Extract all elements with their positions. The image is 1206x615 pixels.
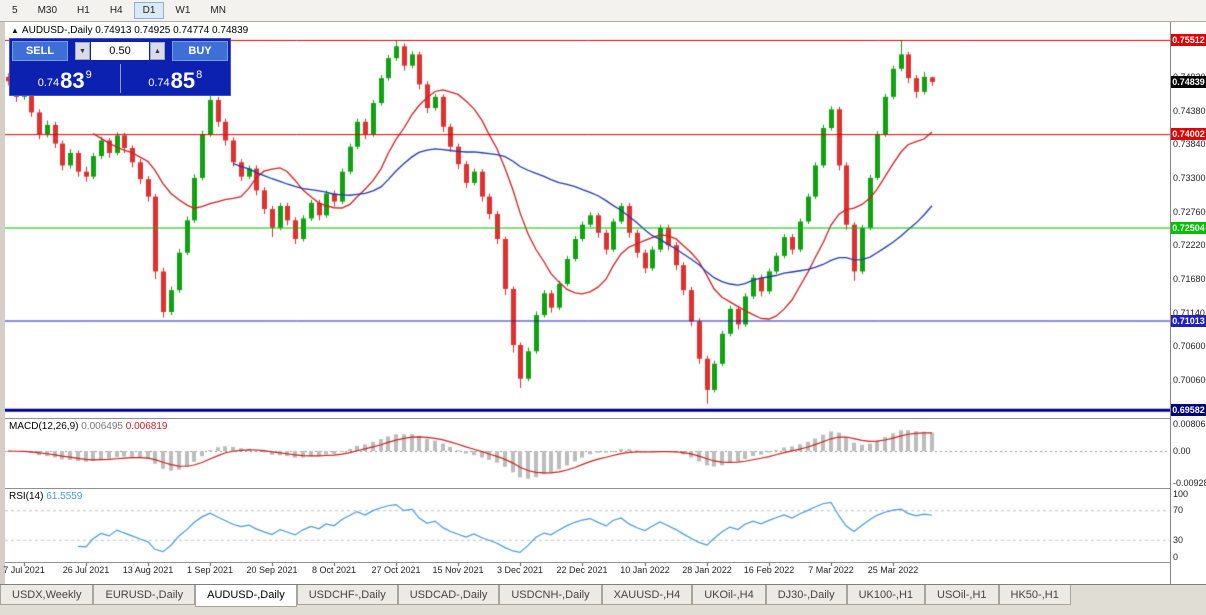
- date-axis-label: 25 Mar 2022: [867, 565, 919, 575]
- buy-price-pips: 85: [170, 68, 196, 93]
- chart-header: ▲ AUDUSD-,Daily 0.74913 0.74925 0.74774 0…: [11, 25, 248, 36]
- timeline-separator: [5, 562, 1206, 563]
- timeframe-button-M30[interactable]: M30: [29, 2, 66, 19]
- timeframe-button-W1[interactable]: W1: [166, 2, 199, 19]
- timeframe-button-D1[interactable]: D1: [133, 2, 165, 19]
- level-price-tag: 0.75512: [1171, 33, 1206, 46]
- rsi-axis-label: 100: [1173, 489, 1189, 499]
- chart-ohlc-values: 0.74913 0.74925 0.74774 0.74839: [95, 25, 249, 36]
- level-price-tag: 0.69582: [1171, 403, 1206, 416]
- price-axis-label: 0.73300: [1173, 172, 1206, 183]
- date-axis-label: 27 Oct 2021: [371, 565, 421, 575]
- chart-symbol-label: AUDUSD-,Daily: [21, 25, 93, 36]
- chart-tab-usdchf-daily[interactable]: USDCHF-,Daily: [296, 585, 398, 605]
- rsi-axis-label: 70: [1173, 505, 1184, 516]
- chart-area: ▲ AUDUSD-,Daily 0.74913 0.74925 0.74774 0…: [3, 22, 1206, 584]
- timeframe-button-H1[interactable]: H1: [68, 2, 99, 19]
- volume-decrease-button[interactable]: ▼: [75, 42, 90, 60]
- price-axis-label: 0.71680: [1173, 273, 1206, 284]
- timeframe-button-5[interactable]: 5: [3, 2, 27, 19]
- price-axis-label: 0.72220: [1173, 240, 1206, 251]
- chart-tab-bar: USDX,Weekly EURUSD-,Daily AUDUSD-,Daily USD…: [0, 584, 1206, 615]
- price-axis-label: 0.70060: [1173, 374, 1206, 385]
- macd-axis-label: -0.00928: [1173, 478, 1206, 488]
- sell-button[interactable]: SELL: [12, 41, 68, 61]
- sell-price-display[interactable]: 0.74 83 9: [10, 62, 120, 95]
- date-axis-label: 15 Nov 2021: [432, 565, 484, 575]
- price-axis[interactable]: 0.749200.743800.738400.733000.727600.722…: [1170, 22, 1206, 584]
- macd-axis-label: 0.00806: [1173, 419, 1206, 429]
- timeframe-toolbar: 5 M30 H1 H4 D1 W1 MN: [0, 0, 1206, 22]
- chart-tab-dj30-daily[interactable]: DJ30-,Daily: [765, 585, 847, 605]
- price-chart-canvas[interactable]: [5, 22, 1170, 584]
- date-axis-label: 8 Oct 2021: [311, 565, 357, 575]
- chart-tab-usdcnh-daily[interactable]: USDCNH-,Daily: [499, 585, 602, 605]
- date-axis-label: 16 Feb 2022: [743, 565, 795, 575]
- sell-price-point: 9: [85, 69, 92, 81]
- chart-tab-xauusd-h4[interactable]: XAUUSD-,H4: [601, 585, 693, 605]
- chart-tab-usdx-weekly[interactable]: USDX,Weekly: [0, 585, 94, 605]
- price-divider: [119, 64, 121, 93]
- collapse-one-click-icon[interactable]: ▲: [11, 26, 19, 35]
- buy-price-point: 8: [196, 69, 203, 81]
- price-axis-label: 0.72760: [1173, 206, 1206, 217]
- rsi-indicator-label: RSI(14) 61.5559: [9, 491, 83, 502]
- date-axis-label: 22 Dec 2021: [556, 565, 608, 575]
- volume-increase-button[interactable]: ▲: [150, 42, 165, 60]
- chart-tab-audusd-daily[interactable]: AUDUSD-,Daily: [195, 585, 297, 607]
- macd-indicator-label: MACD(12,26,9) 0.006495 0.006819: [9, 421, 168, 432]
- price-axis-label: 0.73840: [1173, 139, 1206, 150]
- current-price-tag: 0.74839: [1171, 75, 1206, 88]
- date-axis-label: 7 Mar 2022: [808, 565, 854, 575]
- date-axis-label: 13 Aug 2021: [122, 565, 174, 575]
- date-axis-label: 1 Sep 2021: [186, 565, 234, 575]
- date-axis-label: 10 Jan 2022: [620, 565, 670, 575]
- date-axis-label: 26 Jul 2021: [62, 565, 110, 575]
- volume-input[interactable]: [91, 42, 149, 60]
- one-click-trading-panel: SELL ▼ ▲ BUY 0.74 83 9 0.74 85 8: [9, 38, 231, 96]
- chart-tab-ukoil-h4[interactable]: UKOil-,H4: [692, 585, 766, 605]
- chart-tab-usdcad-daily[interactable]: USDCAD-,Daily: [397, 585, 500, 605]
- volume-control: ▼ ▲: [70, 42, 170, 60]
- level-price-tag: 0.72504: [1171, 221, 1206, 234]
- price-axis-label: 0.74380: [1173, 105, 1206, 116]
- date-axis-label: 7 Jul 2021: [3, 565, 45, 575]
- rsi-axis-label: 30: [1173, 534, 1184, 545]
- level-price-tag: 0.71013: [1171, 314, 1206, 327]
- timeframe-button-H4[interactable]: H4: [101, 2, 132, 19]
- macd-panel-separator: [5, 418, 1206, 419]
- buy-price-prefix: 0.74: [148, 77, 170, 89]
- chart-tab-usoil-h1[interactable]: USOil-,H1: [925, 585, 999, 605]
- macd-axis-label: 0.00: [1173, 446, 1191, 456]
- chart-tab-hk50-h1[interactable]: HK50-,H1: [998, 585, 1071, 605]
- buy-button[interactable]: BUY: [172, 41, 228, 61]
- chart-tab-uk100-h1[interactable]: UK100-,H1: [846, 585, 926, 605]
- price-axis-label: 0.70600: [1173, 341, 1206, 352]
- chart-tab-eurusd-daily[interactable]: EURUSD-,Daily: [93, 585, 196, 605]
- buy-price-display[interactable]: 0.74 85 8: [121, 62, 231, 95]
- sell-price-pips: 83: [60, 68, 85, 93]
- sell-price-prefix: 0.74: [37, 77, 60, 89]
- date-axis-label: 20 Sep 2021: [246, 565, 298, 575]
- rsi-panel-separator: [5, 488, 1206, 489]
- price-axis-label: 0.71140: [1173, 307, 1205, 318]
- date-axis: 7 Jul 2021 26 Jul 2021 13 Aug 2021 1 Sep 20…: [3, 565, 1170, 581]
- level-price-tag: 0.74002: [1171, 128, 1206, 141]
- rsi-axis-label: 0: [1173, 552, 1179, 562]
- date-axis-label: 28 Jan 2022: [682, 565, 732, 575]
- date-axis-label: 3 Dec 2021: [496, 565, 544, 575]
- timeframe-button-MN[interactable]: MN: [201, 2, 235, 19]
